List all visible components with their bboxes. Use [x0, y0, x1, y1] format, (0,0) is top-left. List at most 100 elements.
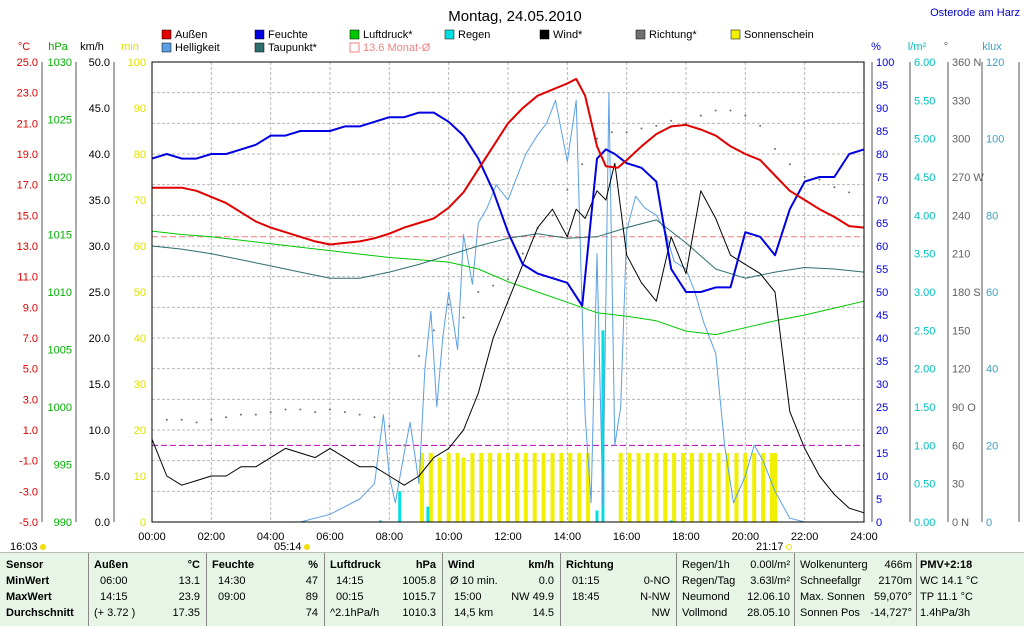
wind-unit: km/h [528, 559, 554, 571]
sunshine-bar [636, 453, 641, 522]
aussen-min-time: 06:00 [100, 575, 128, 587]
right-tick-label: 210 [952, 249, 970, 261]
right-tick-label: 70 [876, 195, 888, 207]
left-tick-label: 20.0 [89, 333, 110, 345]
right-tick-label: 60 [986, 287, 998, 299]
left-tick-label: 10 [134, 471, 146, 483]
direction-point [195, 421, 198, 424]
sunshine-bar [514, 453, 519, 522]
sunrise: 05:14 [274, 541, 310, 553]
wolken-value: 466m [884, 559, 912, 571]
legend-label-luftdruck: Luftdruck* [363, 29, 413, 41]
richtung-avg-value: NW [651, 607, 670, 619]
left-tick-label: 30 [134, 379, 146, 391]
right-tick-label: 3.00 [914, 287, 935, 299]
right-tick-label: 40 [986, 364, 998, 376]
right-tick-label: 0 N [952, 517, 969, 529]
luftdruck-min-value: 1005.8 [402, 575, 436, 587]
sunshine-bar [725, 453, 730, 522]
luftdruck-header: Luftdruck [330, 559, 381, 571]
left-tick-label: 1025 [48, 115, 72, 127]
direction-point [269, 411, 272, 414]
neumond-label: Neumond [682, 591, 730, 603]
tp-value: TP 11.1 °C [920, 591, 973, 603]
right-tick-label: 60 [952, 440, 964, 452]
sunshine-bar [716, 453, 721, 522]
left-tick-label: 23.0 [17, 88, 38, 100]
luftdruck-min-time: 14:15 [336, 575, 364, 587]
series-taupunkt [151, 219, 865, 279]
sunshine-bar [761, 453, 766, 522]
axis-unit-: ° [944, 41, 948, 53]
aussen-avg-value: 17.35 [172, 607, 200, 619]
col-richtung: Richtung 01:15 0-NO 18:45 N-NW NW [560, 553, 677, 626]
left-tick-label: 11.0 [17, 272, 38, 284]
aussen-unit: °C [187, 559, 200, 571]
right-tick-label: 60 [876, 241, 888, 253]
row-label-min: MinWert [6, 575, 50, 587]
left-tick-label: -5.0 [19, 517, 38, 529]
pmv-value: PMV+2:18 [920, 559, 973, 571]
direction-point [759, 124, 762, 127]
sunshine-bar [550, 453, 555, 522]
time-label: 12:00 [494, 531, 522, 543]
sunshine-bar [770, 453, 775, 522]
series-feuchte [151, 111, 865, 307]
sunshine-bar [689, 453, 694, 522]
right-tick-label: 5.50 [914, 95, 935, 107]
sunshine-bar [523, 453, 528, 522]
left-tick-label: 13.0 [17, 241, 38, 253]
wind-min-label: Ø 10 min. [450, 575, 498, 587]
left-tick-label: 80 [134, 149, 146, 161]
legend-swatch-richtung [635, 29, 646, 40]
direction-point [685, 122, 687, 125]
sunshine-bar [568, 453, 573, 522]
time-label: 00:00 [138, 531, 166, 543]
sunshine-bar [743, 453, 748, 522]
direction-point [610, 131, 613, 134]
right-tick-label: 15 [876, 448, 888, 460]
sunshine-bar [446, 453, 451, 522]
sunshine-bar [618, 453, 623, 522]
direction-point [343, 411, 346, 414]
col-pmv: PMV+2:18 WC 14.1 °C TP 11.1 °C 1.4hPa/3h [916, 553, 1024, 626]
right-tick-label: 95 [876, 80, 888, 92]
sunshine-bar [470, 453, 475, 522]
time-label: 16:00 [613, 531, 641, 543]
legend-label-au-en: Außen [175, 29, 207, 41]
left-tick-label: 1000 [48, 402, 72, 414]
series-line-taupunkt [151, 219, 865, 279]
right-tick-label: 0.00 [914, 517, 935, 529]
richtung-max-time: 18:45 [572, 591, 600, 603]
sonnen-pos-value: -14,727° [870, 607, 912, 619]
time-label: 10:00 [435, 531, 463, 543]
direction-point [581, 163, 584, 166]
luftdruck-trend: ^2.1hPa/h [330, 607, 380, 619]
left-tick-label: 990 [54, 517, 72, 529]
luftdruck-max-value: 1015.7 [402, 591, 436, 603]
right-tick-label: 80 [876, 149, 888, 161]
richtung-min-time: 01:15 [572, 575, 600, 587]
sunshine-bar [559, 453, 564, 522]
max-sonnen-value: 59,070° [873, 591, 912, 603]
richtung-min-value: 0-NO [643, 575, 670, 587]
time-label: 18:00 [672, 531, 700, 543]
direction-point [744, 114, 747, 117]
right-tick-label: 75 [876, 172, 888, 184]
regen-tag-value: 3.63l/m² [750, 575, 790, 587]
direction-point [254, 413, 257, 416]
left-tick-label: 60 [134, 241, 146, 253]
sunshine-bar [645, 453, 650, 522]
right-tick-label: 30 [952, 479, 964, 491]
sunshine-bar [663, 453, 668, 522]
station-link[interactable]: Osterode am Harz [930, 7, 1020, 19]
series-sonnenschein [419, 453, 777, 522]
right-tick-label: 1.00 [914, 440, 935, 452]
luftdruck-unit: hPa [415, 559, 436, 571]
legend-swatch-helligkeit [161, 42, 172, 53]
sunshine-bar [428, 453, 433, 522]
left-tick-label: 1015 [48, 230, 72, 242]
wind-distance: 14,5 km [454, 607, 494, 619]
left-tick-label: 40 [134, 333, 146, 345]
series-richtung [165, 109, 851, 447]
